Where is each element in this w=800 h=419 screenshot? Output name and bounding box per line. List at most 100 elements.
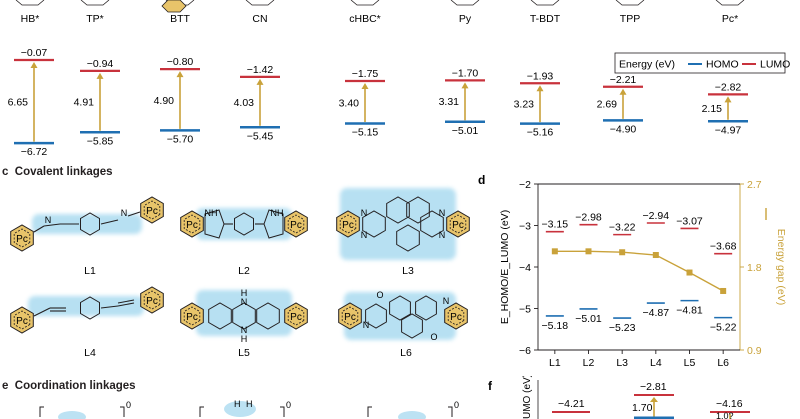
linkage-name: L2 [238,265,250,277]
bracket-right-2 [280,406,285,417]
panel-f-partial: f UMO (eV) −4.21 −2.81 1.70 −4.16 1.0? [488,376,750,419]
molecule-fragment [530,0,560,6]
molecule-name-label: BTT [170,13,190,25]
panel-e-title: Coordination linkages [14,380,136,392]
chart-marks: −3.15 −2.98 −3.22 −2.94 −3.07 −3.68 −5.18 −5.01… [542,208,767,334]
molecule-name-label: cHBC* [349,13,381,25]
panel-f-gap-arrowhead [650,397,658,402]
gap-arrowhead [724,96,732,103]
right-tick-label: 2.7 [747,179,762,191]
gap-arrowhead [461,82,469,89]
molecule-name-label: TP* [86,13,104,25]
thiophene-fragment [161,0,187,13]
nitrogen-label: N [241,325,248,335]
molecule-fragment [615,0,645,6]
pc-ring [444,302,468,330]
glow-blob [398,411,426,419]
benzene-ring [365,303,387,329]
conjugation-highlight [340,188,456,260]
benzene-ring [420,210,444,238]
bond [33,225,45,233]
conjugation-highlight [196,290,292,336]
conjugation-highlight [196,208,292,240]
panel-f-lumo-label: −2.81 [640,381,667,393]
benzene-ring [386,196,410,224]
gap-value-label: 4.03 [234,97,255,109]
x-tick-label: L6 [717,357,729,369]
energy-gap-point [686,269,693,276]
lumo-value-label: −0.07 [21,47,48,59]
glow-blob [58,411,86,419]
molecule-fragment [15,0,45,6]
pc-label: Pc [16,316,28,327]
pc-label: Pc [344,312,356,323]
nitrogen-label: N [361,230,368,240]
pc-ring [284,210,308,238]
benzene-ring [232,302,256,330]
gap-arrowhead [619,88,627,95]
gap-arrowhead [30,62,38,68]
left-tick-label: −4 [519,262,531,274]
conjugation-highlight [32,214,142,234]
nh-label: NH [205,208,218,218]
pc-label: Pc [186,312,198,323]
molecule-fragments [15,0,745,13]
lumo-value-label: −1.42 [247,64,274,76]
bond [43,223,61,227]
nh-label: NH [271,208,284,218]
pc-label: Pc [290,220,302,231]
left-tick-label: −2 [519,179,531,191]
pc-label: Pc [342,220,354,231]
energy-gap-point [720,287,727,294]
panel-f-ylabel: UMO (eV) [522,376,533,419]
pc-ring [10,306,34,334]
molecule-name-label: TPP [620,13,640,25]
bond [100,219,119,225]
nitrogen-label: N [361,208,368,218]
lumo-value-label: −2.21 [610,74,637,86]
legend-title: Energy (eV) [619,59,675,71]
bond [100,305,119,309]
homo-data-label: −5.22 [710,322,737,334]
homo-value-label: −6.72 [21,146,48,158]
homo-data-label: −5.18 [542,320,569,332]
right-axis-title: Energy gap (eV) [775,229,787,305]
homo-value-label: −4.97 [715,124,742,136]
right-tick-label: 0.9 [747,345,762,357]
homo-data-label: −5.01 [575,313,602,325]
energy-gap-point [652,252,659,259]
pc-label: Pc [16,234,28,245]
benzene-ring [256,302,280,330]
gap-arrowhead [96,72,104,79]
pc-ring [284,302,308,330]
molecule-fragment [350,0,380,6]
homo-value-label: −5.16 [527,127,554,139]
charge-superscript: 0 [286,400,291,410]
coordination-linkages-partial: H H 0 0 0 [39,399,459,419]
charge-superscript: 0 [454,400,459,410]
homo-data-label: −5.23 [609,322,636,334]
panel-d-letter: d [478,173,485,187]
homo-value-label: −4.90 [610,123,637,135]
bond [127,211,141,217]
charge-superscript: 0 [126,400,131,410]
linkage-name: L6 [400,347,412,359]
homo-value-label: −5.70 [167,133,194,145]
imidazole-ring [263,209,284,239]
energy-gap-point [619,249,626,256]
left-tick-label: −3 [519,221,531,233]
energy-gap-point [585,248,592,255]
oxygen-label: O [376,290,383,300]
benzene-ring [406,196,430,224]
panel-f-gap-label: 1.0? [716,411,734,419]
benzene-ring [80,212,100,236]
panel-c-heading: c Covalent linkages [2,166,113,178]
linkage-name: L3 [402,265,414,277]
x-tick-label: L1 [549,357,561,369]
lumo-data-label: −2.94 [643,210,670,222]
lumo-value-label: −1.70 [452,67,479,79]
bracket-left-3 [367,406,372,417]
lumo-value-label: −0.80 [167,56,194,68]
panel-c-letter: c [2,166,9,178]
lumo-data-label: −3.07 [676,215,703,227]
